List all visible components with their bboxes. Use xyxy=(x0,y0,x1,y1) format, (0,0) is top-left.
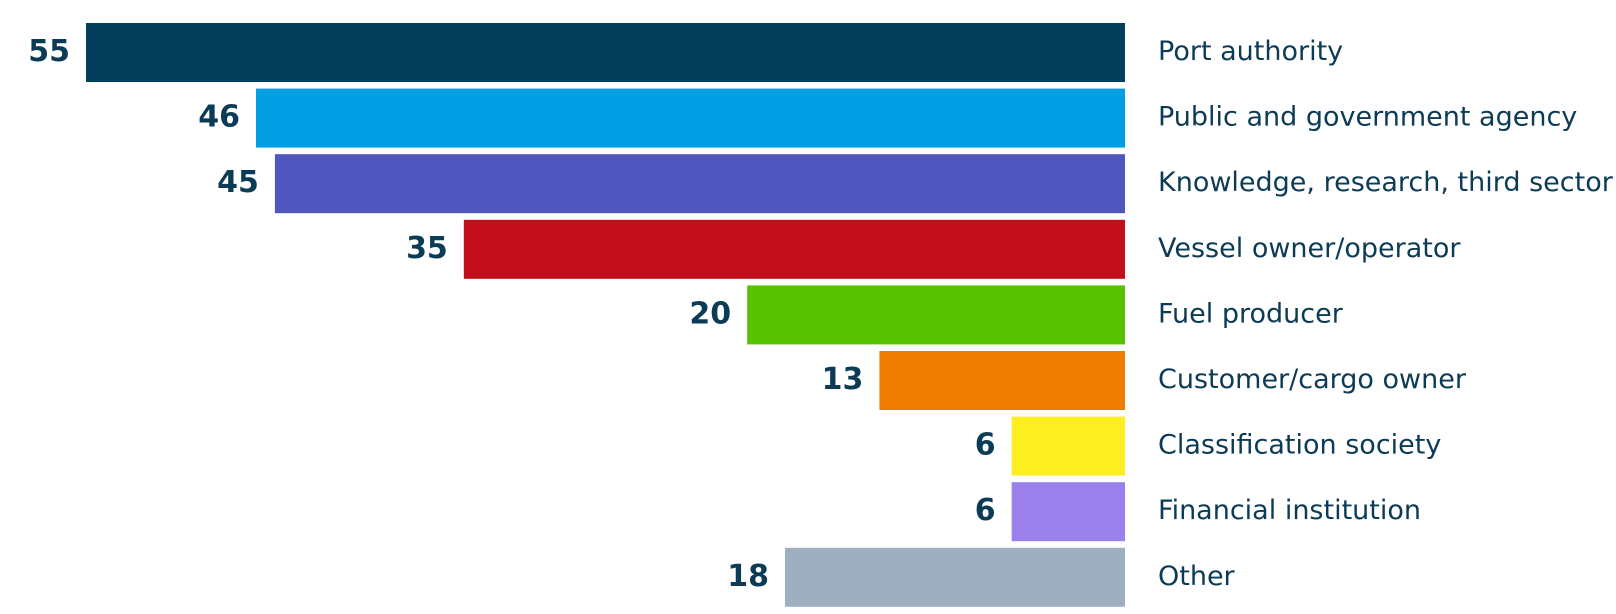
bar xyxy=(1011,482,1125,542)
category-label: Knowledge, research, third sector xyxy=(1158,167,1614,198)
bar xyxy=(86,23,1125,82)
bar xyxy=(879,351,1125,410)
category-label: Vessel owner/operator xyxy=(1158,233,1461,264)
value-label: 46 xyxy=(198,100,240,135)
bar xyxy=(463,219,1125,279)
category-label: Customer/cargo owner xyxy=(1158,364,1467,395)
bar xyxy=(747,285,1125,345)
category-label: Port authority xyxy=(1158,36,1343,67)
value-label: 18 xyxy=(727,559,769,594)
value-label: 20 xyxy=(689,296,731,331)
value-label: 45 xyxy=(217,165,259,200)
bar xyxy=(256,88,1125,148)
category-label: Classification society xyxy=(1158,430,1441,461)
value-label: 55 xyxy=(28,34,70,69)
value-label: 6 xyxy=(975,428,996,463)
category-label: Financial institution xyxy=(1158,495,1421,526)
bar xyxy=(1011,416,1125,476)
bar xyxy=(784,547,1125,607)
category-label: Other xyxy=(1158,561,1236,592)
category-label: Public and government agency xyxy=(1158,102,1577,133)
value-label: 13 xyxy=(822,362,864,397)
value-label: 6 xyxy=(975,493,996,528)
value-label: 35 xyxy=(406,231,448,266)
category-label: Fuel producer xyxy=(1158,298,1344,329)
bar xyxy=(274,154,1126,214)
